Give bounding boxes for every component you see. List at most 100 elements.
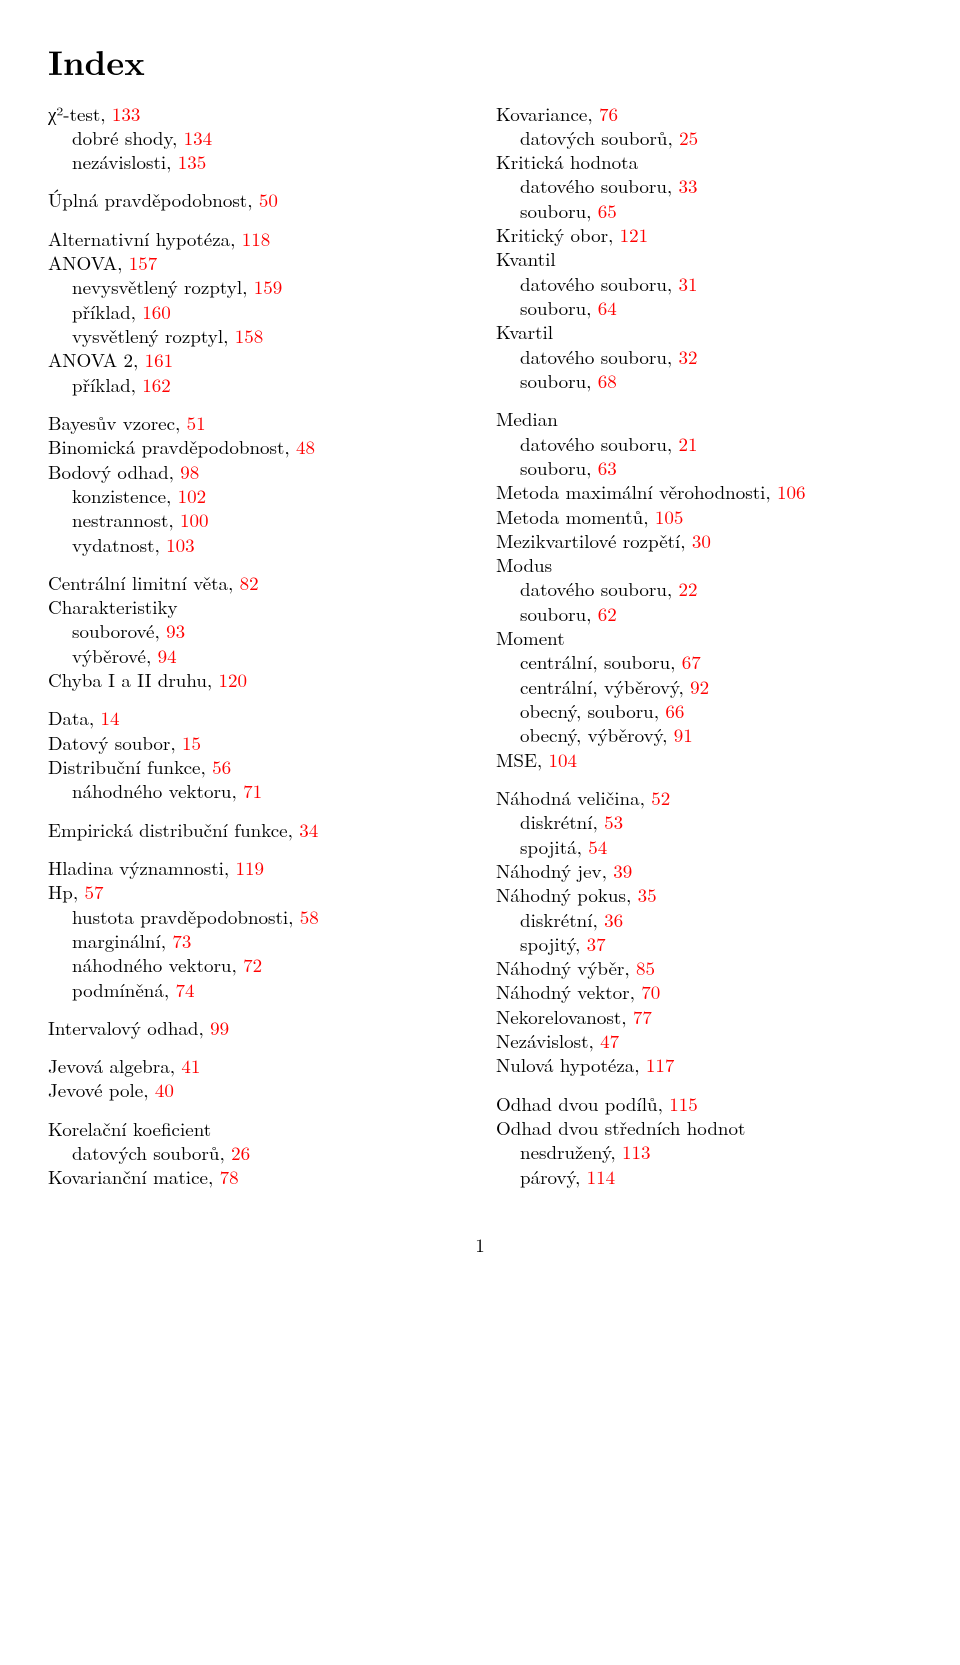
index-subentry: centrální, souboru, 67 [496,650,912,674]
index-subentry: příklad, 160 [48,300,464,324]
index-term: Data, [48,704,101,731]
index-page-ref: 32 [679,343,698,370]
index-term: vydatnost, [72,531,166,558]
index-page-ref: 48 [296,433,315,460]
index-subentry: souboru, 65 [496,199,912,223]
index-group: Intervalový odhad, 99 [48,1016,464,1040]
index-term: Korelační koeficient [48,1115,211,1142]
index-entry: Modus [496,553,912,577]
index-term: Metoda maximální věrohodnosti, [496,478,777,505]
index-subentry: párový, 114 [496,1165,912,1189]
index-group: Mediandatového souboru, 21souboru, 63Met… [496,407,912,772]
index-page-ref: 120 [219,666,248,693]
index-term: nezávislosti, [72,148,178,175]
index-term: obecný, výběrový, [520,721,674,748]
index-group: Bayesův vzorec, 51Binomická pravděpodobn… [48,411,464,557]
index-page-ref: 21 [679,430,698,457]
index-entry: Jevové pole, 40 [48,1078,464,1102]
index-term: konzistence, [72,482,178,509]
index-subentry: souboru, 64 [496,296,912,320]
index-entry: Korelační koeficient [48,1117,464,1141]
index-subentry: vydatnost, 103 [48,533,464,557]
index-page-ref: 22 [679,575,698,602]
index-page-ref: 104 [549,746,578,773]
index-term: Bodový odhad, [48,458,180,485]
index-page-ref: 162 [142,371,171,398]
index-term: Náhodný pokus, [496,881,638,908]
index-page-ref: 73 [172,927,191,954]
index-term: souboru, [520,367,598,394]
index-entry: Metoda momentů, 105 [496,505,912,529]
index-term: Hp, [48,878,84,905]
index-term: Binomická pravděpodobnost, [48,433,296,460]
index-page-ref: 93 [166,617,185,644]
index-subentry: výběrové, 94 [48,644,464,668]
index-term: Mezikvartilové rozpětí, [496,527,692,554]
index-page-ref: 40 [155,1076,174,1103]
index-subentry: datového souboru, 31 [496,272,912,296]
index-subentry: diskrétní, 36 [496,908,912,932]
index-entry: Nezávislost, 47 [496,1029,912,1053]
index-term: Odhad dvou podílů, [496,1090,669,1117]
index-page-ref: 92 [690,673,709,700]
index-page-ref: 56 [212,753,231,780]
index-term: Jevová algebra, [48,1052,181,1079]
index-entry: Intervalový odhad, 99 [48,1016,464,1040]
index-term: marginální, [72,927,172,954]
index-term: souborové, [72,617,166,644]
index-term: datového souboru, [520,343,679,370]
index-group: Hladina významnosti, 119Hp, 57hustota pr… [48,856,464,1002]
index-page-ref: 51 [187,409,206,436]
index-subentry: datových souborů, 25 [496,126,912,150]
index-page-ref: 47 [600,1027,619,1054]
index-subentry: obecný, výběrový, 91 [496,723,912,747]
index-term: Kvartil [496,318,553,345]
index-term: Chyba I a II druhu, [48,666,219,693]
index-subentry: centrální, výběrový, 92 [496,675,912,699]
index-page-ref: 134 [184,124,213,151]
index-term: diskrétní, [520,906,604,933]
index-subentry: náhodného vektoru, 72 [48,953,464,977]
index-entry: Chyba I a II druhu, 120 [48,668,464,692]
index-subentry: dobré shody, 134 [48,126,464,150]
index-entry: Úplná pravděpodobnost, 50 [48,188,464,212]
index-entry: Distribuční funkce, 56 [48,755,464,779]
index-subentry: spojitý, 37 [496,932,912,956]
index-term: nestrannost, [72,506,180,533]
index-page-ref: 62 [598,600,617,627]
index-term: Kovarianční matice, [48,1163,220,1190]
index-entry: Kovariance, 76 [496,102,912,126]
index-term: Median [496,405,558,432]
index-group: Kovariance, 76datových souborů, 25Kritic… [496,102,912,394]
index-page-ref: 33 [679,172,698,199]
index-page-ref: 94 [158,642,177,669]
index-term: výběrové, [72,642,158,669]
index-entry: Náhodný jev, 39 [496,859,912,883]
index-term: datového souboru, [520,430,679,457]
index-entry: Median [496,407,912,431]
index-entry: χ²-test, 133 [48,102,464,126]
index-subentry: datového souboru, 21 [496,432,912,456]
index-page-ref: 160 [142,298,171,325]
index-subentry: nesdružený, 113 [496,1140,912,1164]
index-page-ref: 37 [587,930,606,957]
index-page-ref: 114 [587,1163,616,1190]
index-subentry: datového souboru, 32 [496,345,912,369]
index-term: datového souboru, [520,172,679,199]
index-page-ref: 71 [243,777,262,804]
index-entry: Charakteristiky [48,595,464,619]
index-entry: Kvartil [496,320,912,344]
index-page-ref: 98 [180,458,199,485]
index-term: ANOVA, [48,249,129,276]
index-group: Jevová algebra, 41Jevové pole, 40 [48,1054,464,1103]
index-entry: Centrální limitní věta, 82 [48,571,464,595]
index-page-ref: 14 [101,704,120,731]
index-column-right: Kovariance, 76datových souborů, 25Kritic… [496,102,912,1189]
index-entry: Náhodný výběr, 85 [496,956,912,980]
index-page-ref: 68 [598,367,617,394]
index-term: Alternativní hypotéza, [48,225,242,252]
index-page-ref: 119 [236,854,265,881]
index-page-ref: 77 [633,1003,652,1030]
index-entry: MSE, 104 [496,748,912,772]
index-term: Jevové pole, [48,1076,155,1103]
